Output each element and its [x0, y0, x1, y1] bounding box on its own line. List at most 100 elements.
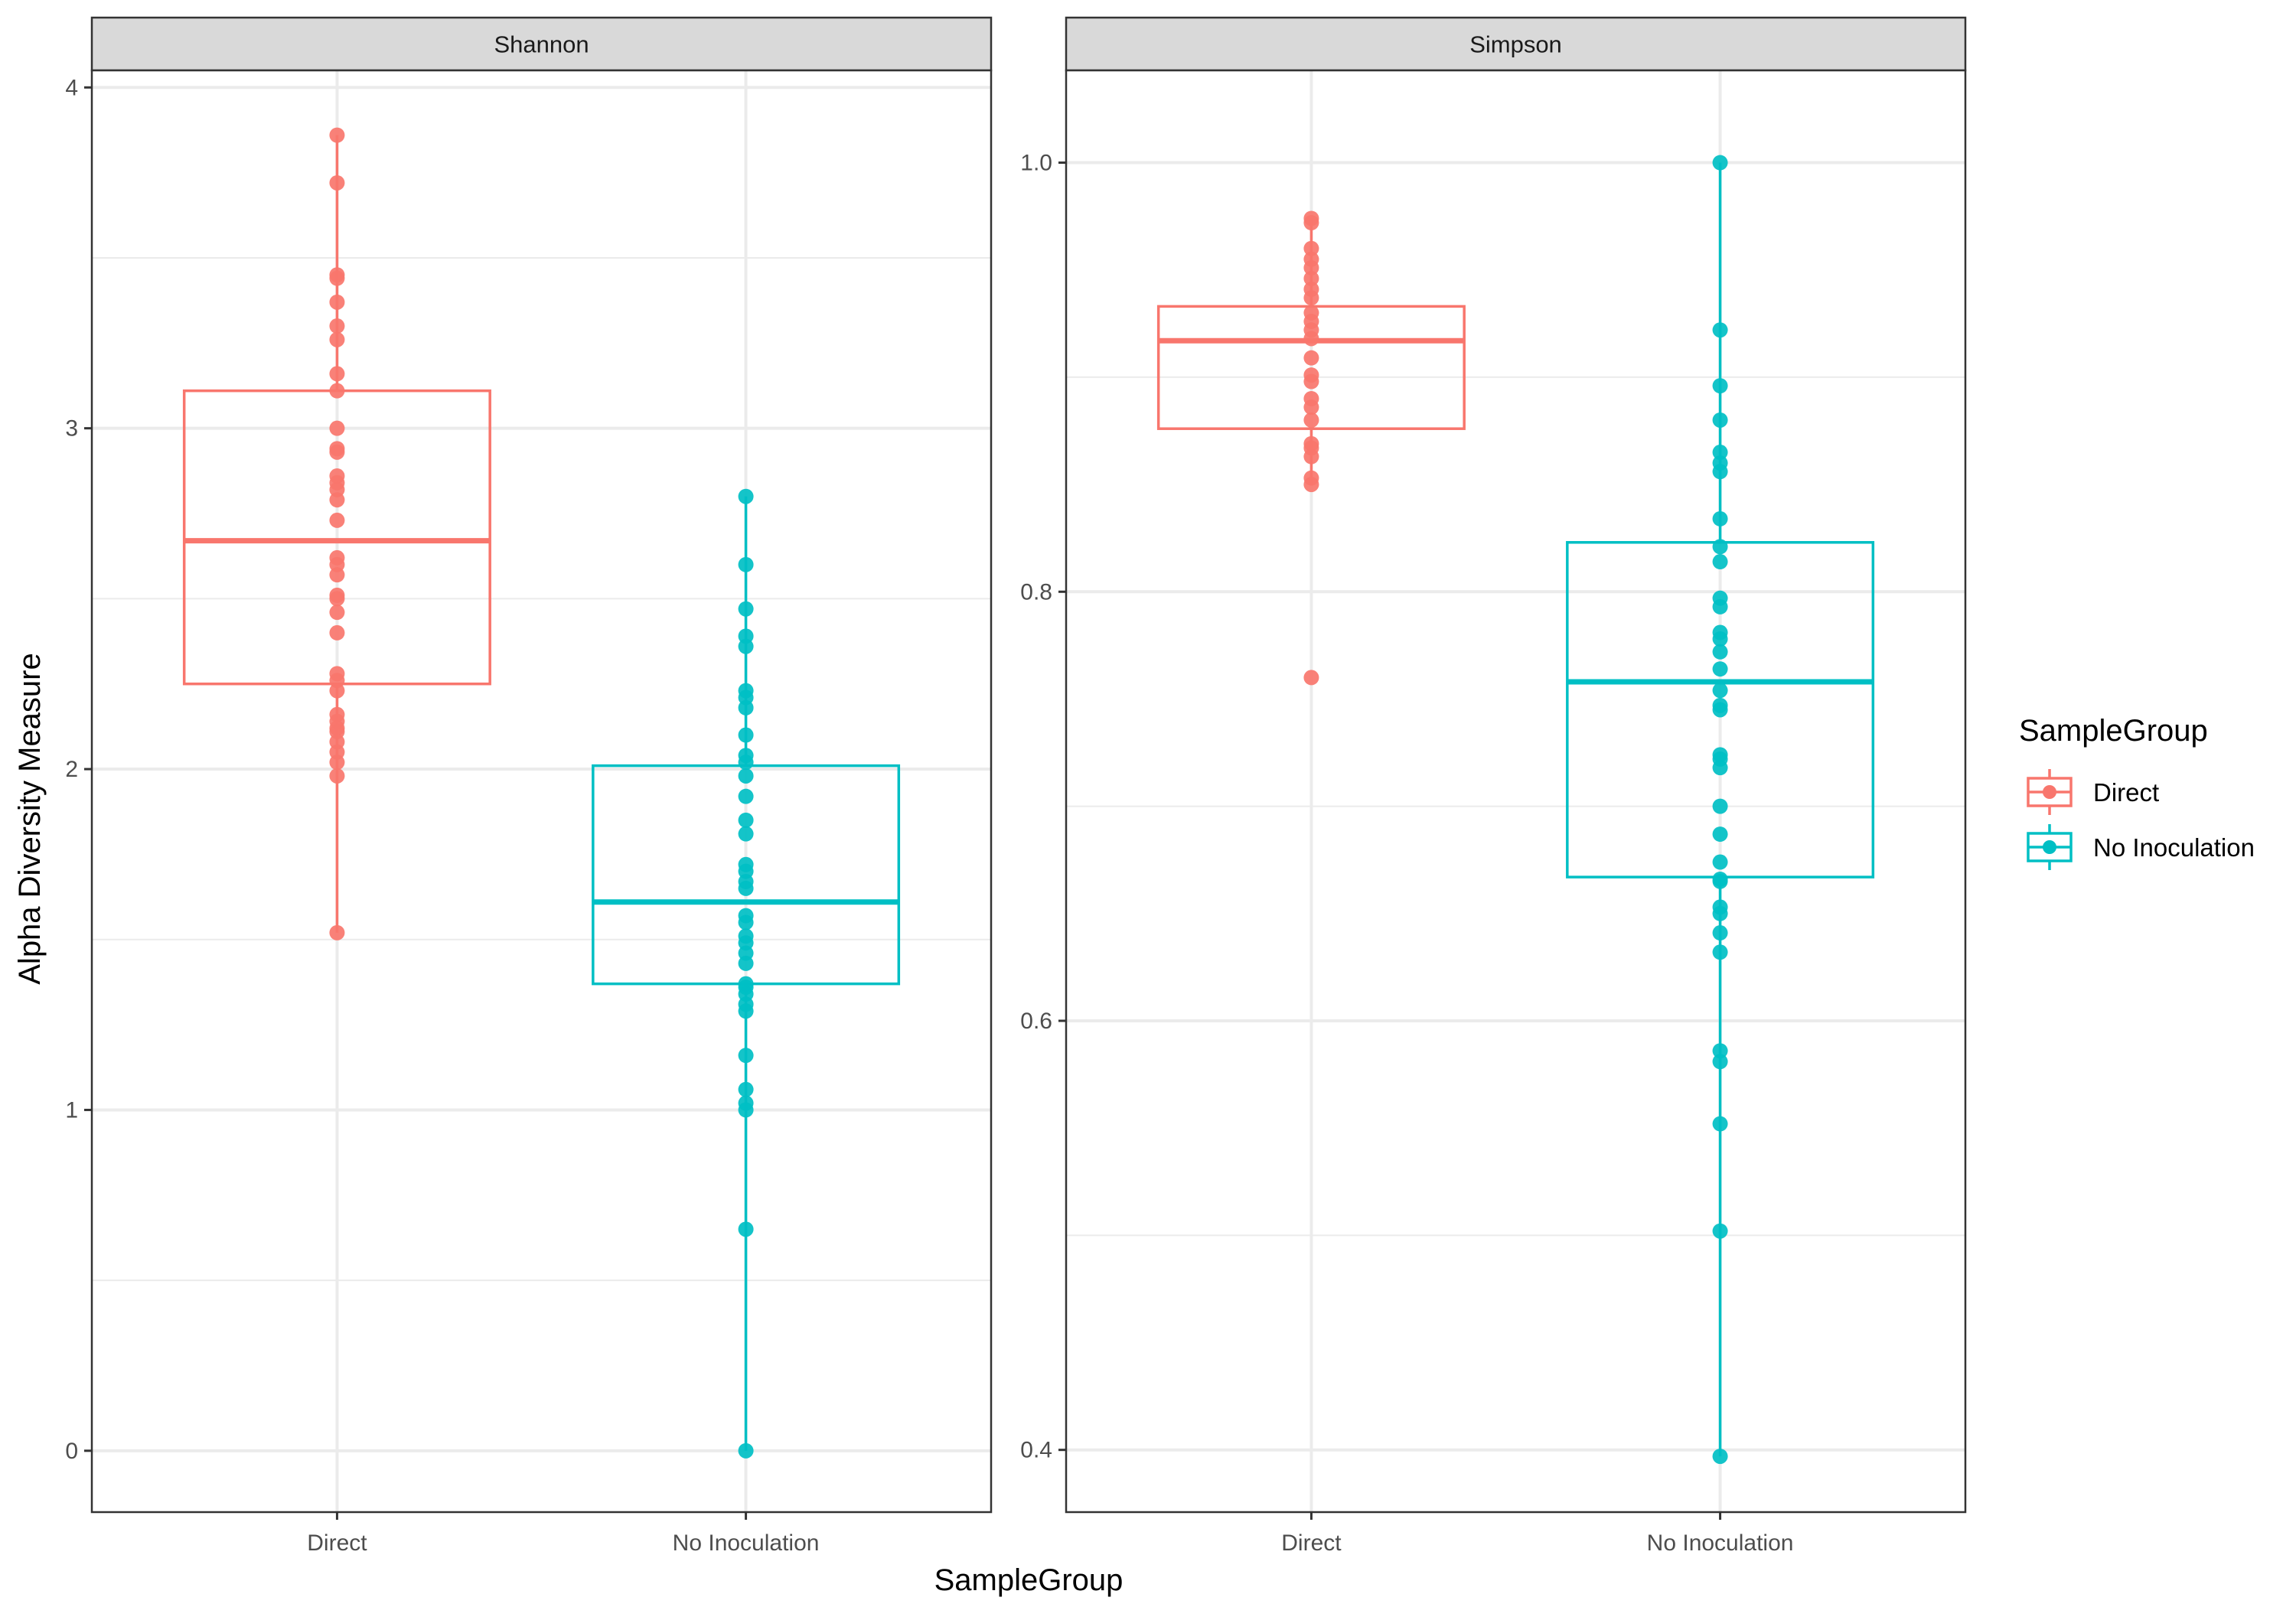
data-point [1712, 905, 1728, 921]
data-point [738, 1102, 754, 1118]
data-point [1712, 510, 1728, 526]
panel-border [90, 69, 993, 1514]
data-point [1303, 290, 1319, 306]
x-tick-label: Direct [307, 1530, 367, 1556]
facet-strip-label: Shannon [494, 31, 589, 58]
data-point [1303, 399, 1319, 416]
data-point [738, 788, 754, 804]
facet-strip [90, 16, 993, 72]
data-point [329, 683, 345, 699]
legend-label: No Inoculation [2093, 833, 2255, 862]
panel-border [1065, 69, 1967, 1514]
panel-background [92, 70, 991, 1512]
data-point [329, 318, 345, 334]
data-point [1712, 760, 1728, 776]
data-point [1303, 670, 1319, 686]
data-point [1712, 798, 1728, 814]
data-point [738, 826, 754, 842]
data-point [329, 127, 345, 143]
data-point [1712, 155, 1728, 171]
y-tick-label: 0.8 [1020, 579, 1052, 605]
data-point [1712, 826, 1728, 843]
data-point [329, 567, 345, 583]
legend-title: SampleGroup [2019, 714, 2208, 748]
data-point [738, 768, 754, 784]
data-point [1712, 1043, 1728, 1059]
data-point [738, 699, 754, 715]
data-point [1712, 1449, 1728, 1465]
data-point [1712, 464, 1728, 480]
data-point [329, 444, 345, 460]
data-point [1712, 854, 1728, 870]
data-point [738, 812, 754, 828]
data-point [738, 755, 754, 771]
data-point [329, 591, 345, 607]
data-point [1303, 448, 1319, 464]
data-point [1303, 215, 1319, 231]
data-point [329, 755, 345, 771]
data-point [329, 492, 345, 508]
data-point [1303, 240, 1319, 256]
facet-strip-label: Simpson [1469, 31, 1562, 58]
data-point [1303, 373, 1319, 390]
y-tick-label: 1.0 [1020, 151, 1052, 176]
data-point [1712, 944, 1728, 960]
data-point [1303, 350, 1319, 366]
data-point [738, 1048, 754, 1064]
data-point [1712, 412, 1728, 428]
data-point [1303, 477, 1319, 493]
data-point [329, 174, 345, 191]
legend: SampleGroup Direct No Inoculation [2019, 714, 2255, 870]
y-tick-label: 4 [65, 75, 78, 100]
y-tick-label: 2 [65, 757, 78, 782]
data-point [1712, 873, 1728, 889]
data-point [1303, 331, 1319, 347]
legend-label: Direct [2093, 778, 2159, 807]
data-point [738, 880, 754, 896]
data-point [1712, 378, 1728, 394]
legend-key-point [2043, 785, 2056, 799]
data-point [1712, 661, 1728, 677]
facet-strip [1065, 16, 1967, 72]
y-tick-label: 3 [65, 416, 78, 442]
data-point [1712, 683, 1728, 699]
data-point [329, 420, 345, 436]
data-point [329, 924, 345, 940]
data-point [1303, 259, 1319, 275]
data-point [738, 1003, 754, 1019]
legend-key-point [2043, 840, 2056, 854]
data-point [329, 768, 345, 784]
data-point [329, 294, 345, 310]
data-point [1712, 1223, 1728, 1239]
data-point [738, 955, 754, 971]
panel-background [1066, 70, 1965, 1512]
x-axis-title: SampleGroup [934, 1563, 1124, 1597]
data-point [1712, 702, 1728, 718]
data-point [329, 331, 345, 347]
data-point [329, 605, 345, 621]
data-point [1712, 631, 1728, 647]
data-point [738, 727, 754, 743]
x-tick-label: No Inoculation [673, 1530, 820, 1556]
data-point [329, 383, 345, 399]
y-tick-label: 0 [65, 1439, 78, 1464]
data-point [1303, 412, 1319, 428]
data-point [1712, 1116, 1728, 1132]
panel-simpson: Simpson 0.4 0.6 0.8 1.0 Direct No Inoculation [1020, 16, 1967, 1556]
data-point [1712, 598, 1728, 614]
y-tick-label: 0.6 [1020, 1009, 1052, 1034]
data-point [329, 366, 345, 382]
data-point [329, 270, 345, 286]
data-point [329, 512, 345, 528]
data-point [738, 914, 754, 931]
data-point [738, 556, 754, 572]
data-point [738, 488, 754, 504]
y-tick-label: 0.4 [1020, 1438, 1052, 1463]
data-point [738, 1221, 754, 1237]
data-point [1712, 539, 1728, 555]
data-point [1712, 554, 1728, 570]
data-point [1303, 270, 1319, 286]
panel-shannon: Shannon 0 1 2 3 4 Direct No Inoculation [65, 16, 993, 1556]
data-point [738, 1442, 754, 1459]
